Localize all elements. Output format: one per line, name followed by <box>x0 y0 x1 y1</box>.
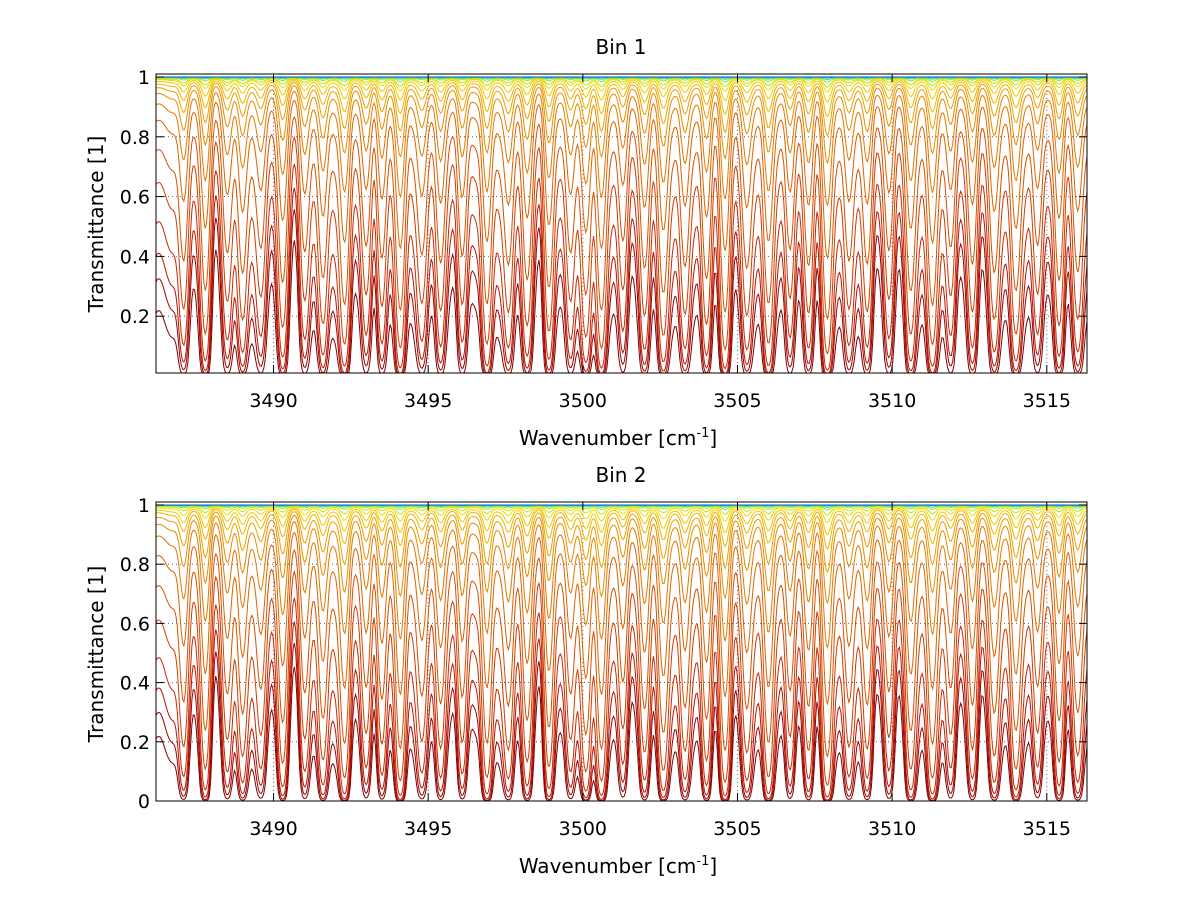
y-ticks: 0.2 0.4 0.6 0.8 1 <box>120 67 1087 328</box>
y-tick-label: 0.4 <box>120 246 150 268</box>
x-tick-label: 3515 <box>1023 390 1071 412</box>
x-tick-label: 3495 <box>404 818 452 840</box>
series-line <box>155 90 1088 207</box>
series-line <box>156 504 1088 511</box>
series-line <box>155 514 1088 605</box>
x-tick-label: 3510 <box>868 390 916 412</box>
y-ticks: 0 0.2 0.4 0.6 0.8 1 <box>120 495 1087 813</box>
plot-frame <box>155 73 1088 374</box>
x-axis-label-superscript: -1 <box>696 426 709 441</box>
series-line <box>155 135 1088 355</box>
y-axis-label: Transmittance [1] <box>84 136 108 314</box>
x-tick-label: 3505 <box>713 390 761 412</box>
series-line <box>155 80 1088 118</box>
y-tick-label: 0 <box>138 791 150 813</box>
y-tick-label: 0.6 <box>120 187 150 209</box>
series-line <box>155 520 1088 650</box>
x-axis-label-text: Wavenumber [cm <box>519 854 697 878</box>
series-group <box>155 504 1088 802</box>
y-tick-label: 0.8 <box>120 554 150 576</box>
series-line <box>155 78 1088 103</box>
x-tick-label: 3500 <box>559 390 607 412</box>
y-tick-label: 1 <box>138 67 150 89</box>
x-ticks: 3490 3495 3500 3505 3510 3515 <box>249 502 1071 840</box>
series-line <box>155 77 1088 88</box>
y-tick-label: 1 <box>138 495 150 517</box>
y-tick-label: 0.4 <box>120 673 150 695</box>
series-line <box>155 531 1088 706</box>
x-tick-label: 3490 <box>249 390 297 412</box>
series-line <box>155 505 1088 523</box>
chart-title: Bin 1 <box>595 35 646 59</box>
chart-bin-1: Bin 1 3490 3495 3500 3505 3510 3515 0.2 0.4 0.6… <box>84 35 1088 450</box>
x-tick-label: 3495 <box>404 390 452 412</box>
series-line <box>156 505 1088 516</box>
chart-bin-2: Bin 2 3490 3495 3500 3505 3510 3515 0 0.2 0.4 0.… <box>84 463 1088 878</box>
series-line <box>155 511 1088 574</box>
x-axis-label: Wavenumber [cm-1] <box>519 426 717 450</box>
x-tick-label: 3500 <box>559 818 607 840</box>
y-tick-label: 0.8 <box>120 127 150 149</box>
series-line <box>155 115 1088 321</box>
series-line <box>155 508 1088 550</box>
series-line <box>155 507 1088 536</box>
x-axis-label-end: ] <box>709 854 717 878</box>
series-line <box>155 85 1088 165</box>
plot-frame <box>155 501 1088 802</box>
series-line <box>156 76 1088 83</box>
x-axis-label-text: Wavenumber [cm <box>519 426 697 450</box>
x-ticks: 3490 3495 3500 3505 3510 3515 <box>249 74 1071 412</box>
x-tick-label: 3490 <box>249 818 297 840</box>
series-line <box>155 597 1088 798</box>
x-tick-label: 3515 <box>1023 818 1071 840</box>
series-line <box>155 621 1088 801</box>
series-group <box>155 76 1088 374</box>
y-tick-label: 0.2 <box>120 306 150 328</box>
x-axis-label: Wavenumber [cm-1] <box>519 854 717 878</box>
y-tick-label: 0.2 <box>120 732 150 754</box>
chart-title: Bin 2 <box>595 463 646 487</box>
series-line <box>155 163 1088 371</box>
x-axis-label-superscript: -1 <box>696 854 709 869</box>
y-axis-label: Transmittance [1] <box>84 566 108 744</box>
x-axis-label-end: ] <box>709 426 717 450</box>
series-line <box>155 642 1088 802</box>
series-line <box>155 99 1088 260</box>
y-tick-label: 0.6 <box>120 613 150 635</box>
series-line <box>155 548 1088 758</box>
series-line <box>155 82 1088 137</box>
series-line <box>155 570 1088 787</box>
series-line <box>155 77 1088 93</box>
x-tick-label: 3505 <box>713 818 761 840</box>
x-tick-label: 3510 <box>868 818 916 840</box>
